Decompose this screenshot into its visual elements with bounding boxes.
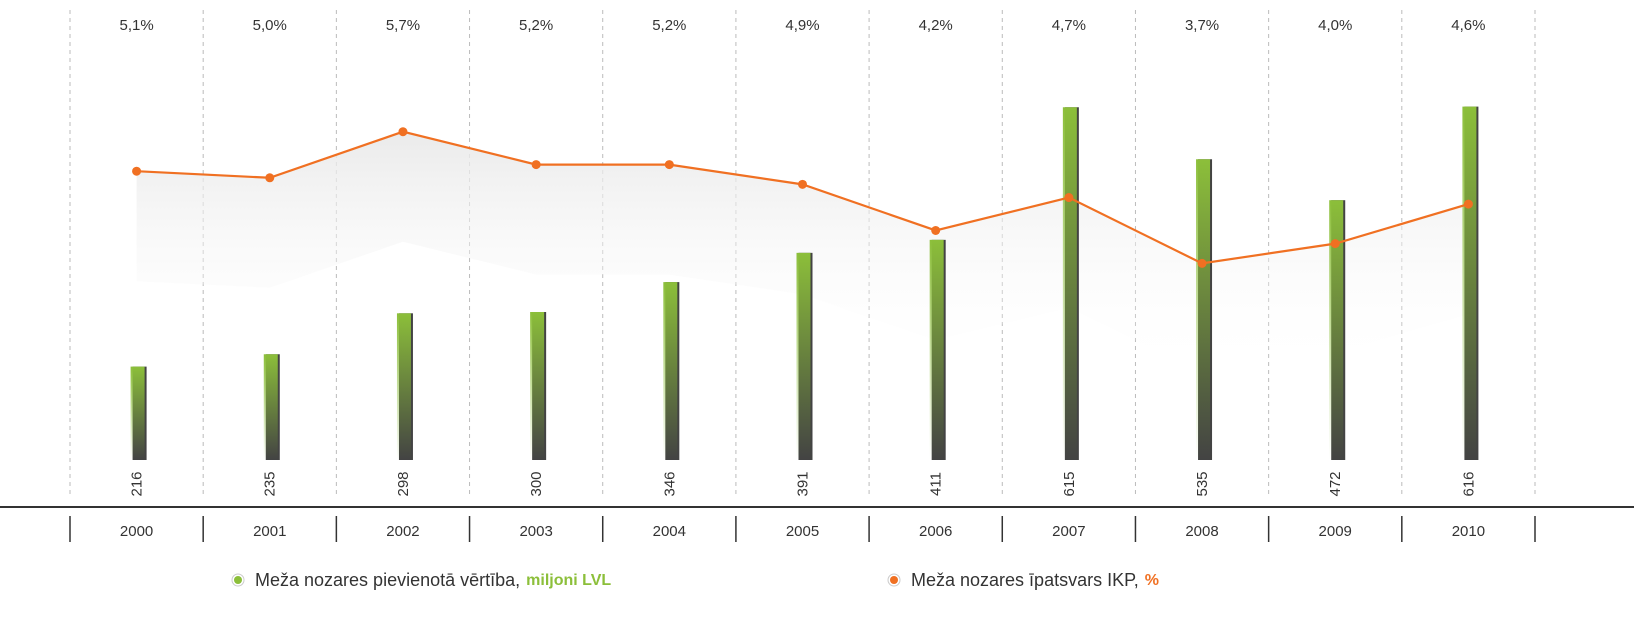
percent-label: 5,2% bbox=[519, 17, 553, 34]
percent-label: 4,7% bbox=[1052, 17, 1086, 34]
line-shade bbox=[136, 131, 1469, 374]
percent-label: 4,6% bbox=[1451, 17, 1485, 34]
bar bbox=[1462, 106, 1477, 460]
line-point bbox=[132, 166, 142, 176]
legend-name: Meža nozares īpatsvars IKP, bbox=[911, 570, 1139, 590]
percent-label: 5,2% bbox=[652, 17, 686, 34]
line-point bbox=[531, 160, 541, 170]
x-tick-label: 2008 bbox=[1185, 523, 1218, 540]
bar bbox=[796, 252, 811, 460]
bar-value-label: 298 bbox=[395, 471, 412, 496]
line-point bbox=[1197, 258, 1207, 268]
bar bbox=[530, 312, 545, 460]
bar bbox=[929, 239, 944, 460]
bar-value-label: 616 bbox=[1460, 471, 1477, 496]
line-point bbox=[1064, 193, 1074, 203]
line-point bbox=[398, 127, 408, 137]
bar-value-label: 300 bbox=[528, 471, 545, 496]
percent-label: 4,0% bbox=[1318, 17, 1352, 34]
line-point bbox=[798, 179, 807, 189]
bar bbox=[263, 354, 278, 460]
x-tick-label: 2001 bbox=[253, 523, 286, 540]
legend-name: Meža nozares pievienotā vērtība, bbox=[255, 570, 520, 590]
percent-label: 5,7% bbox=[386, 17, 420, 34]
legend-entry: Meža nozares pievienotā vērtība, miljoni … bbox=[255, 570, 611, 590]
legend-unit: miljoni LVL bbox=[526, 572, 611, 589]
bar-value-label: 472 bbox=[1327, 471, 1344, 496]
bar-value-label: 235 bbox=[262, 471, 279, 496]
percent-label: 5,0% bbox=[253, 17, 287, 34]
bar-value-label: 411 bbox=[928, 472, 945, 496]
bar-value-label: 346 bbox=[661, 471, 678, 496]
bar bbox=[1196, 159, 1211, 460]
line-point bbox=[1330, 239, 1340, 249]
line-point bbox=[1463, 199, 1473, 209]
bar-value-label: 535 bbox=[1194, 471, 1211, 496]
line-point bbox=[664, 160, 674, 170]
legend-marker bbox=[890, 576, 898, 584]
bar-value-label: 391 bbox=[794, 471, 811, 496]
legend-unit: % bbox=[1145, 572, 1159, 589]
bar bbox=[1329, 200, 1344, 460]
percent-label: 4,9% bbox=[785, 17, 819, 34]
x-tick-label: 2010 bbox=[1452, 523, 1485, 540]
x-tick-label: 2003 bbox=[519, 523, 552, 540]
bar-value-label: 216 bbox=[129, 471, 146, 496]
bar bbox=[396, 313, 411, 460]
x-tick-label: 2005 bbox=[786, 523, 819, 540]
percent-label: 3,7% bbox=[1185, 17, 1219, 34]
percent-label: 5,1% bbox=[119, 17, 153, 34]
x-tick-label: 2004 bbox=[653, 523, 686, 540]
x-tick-label: 2002 bbox=[386, 523, 419, 540]
x-tick-label: 2009 bbox=[1319, 523, 1352, 540]
bar bbox=[663, 282, 678, 460]
x-tick-label: 2007 bbox=[1052, 523, 1085, 540]
bar-value-label: 615 bbox=[1061, 471, 1078, 496]
line-point bbox=[931, 225, 941, 235]
legend-marker bbox=[234, 576, 242, 584]
line-point bbox=[265, 173, 275, 183]
bar bbox=[130, 366, 145, 460]
x-tick-label: 2006 bbox=[919, 523, 952, 540]
x-tick-label: 2000 bbox=[120, 523, 153, 540]
percent-label: 4,2% bbox=[919, 17, 953, 34]
legend-entry: Meža nozares īpatsvars IKP,% bbox=[911, 570, 1159, 590]
